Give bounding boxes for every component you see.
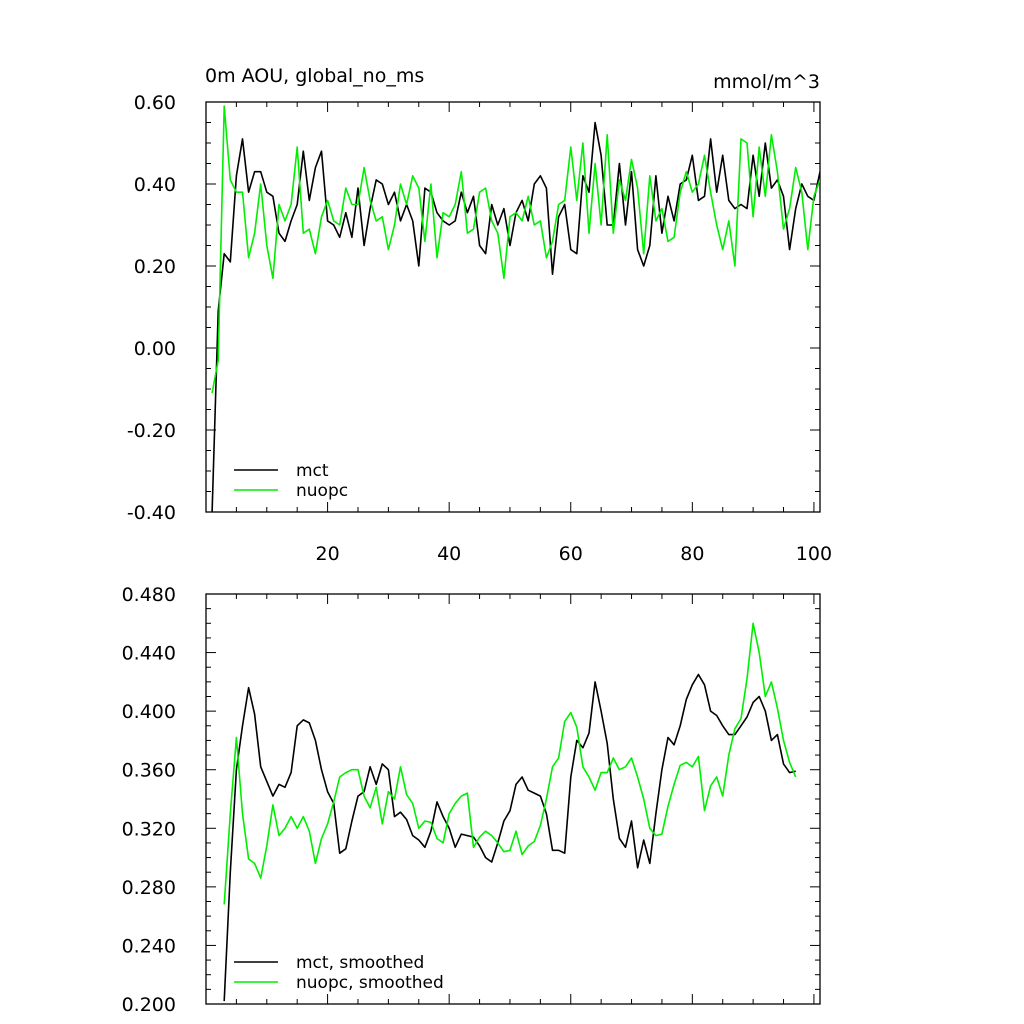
y-tick-label: -0.40 xyxy=(127,502,176,524)
x-tick-label: 40 xyxy=(437,543,461,565)
y-tick-label: 0.20 xyxy=(134,256,176,278)
x-tick-label: 20 xyxy=(315,543,339,565)
legend-label: mct, smoothed xyxy=(296,953,424,973)
y-tick-label: 0.00 xyxy=(134,338,176,360)
y-tick-label: 0.440 xyxy=(122,643,176,665)
chart-units: mmol/m^3 xyxy=(713,71,820,93)
y-tick-label: -0.20 xyxy=(127,420,176,442)
series-line-mct xyxy=(211,121,820,512)
series-line-nuopc-smoothed xyxy=(223,622,797,905)
y-tick-label: 0.200 xyxy=(122,994,176,1016)
x-tick-label: 100 xyxy=(796,543,832,565)
y-tick-label: 0.240 xyxy=(122,935,176,957)
y-tick-label: 0.60 xyxy=(134,92,176,114)
series-line-mct-smoothed xyxy=(223,673,796,1002)
y-tick-label: 0.400 xyxy=(122,701,176,723)
y-tick-label: 0.480 xyxy=(122,584,176,606)
y-tick-label: 0.320 xyxy=(122,818,176,840)
y-tick-label: 0.280 xyxy=(122,877,176,899)
legend-label: mct xyxy=(296,461,329,481)
aou-smoothed-panel: 0.480 0.440 0.400 0.360 0.320 0.280 0.240 0.200… xyxy=(122,584,821,1016)
x-tick-label: 80 xyxy=(680,543,704,565)
y-tick-label: 0.40 xyxy=(134,174,176,196)
y-tick-label: 0.360 xyxy=(122,760,176,782)
chart-title: 0m AOU, global_no_ms xyxy=(205,65,424,87)
series-line-nuopc xyxy=(211,105,820,394)
legend-label: nuopc xyxy=(296,481,348,501)
x-tick-label: 60 xyxy=(559,543,583,565)
legend-label: nuopc, smoothed xyxy=(296,973,444,993)
aou-raw-panel: 0m AOU, global_no_ms mmol/m^3 0.60 0.40 0.… xyxy=(127,65,832,565)
